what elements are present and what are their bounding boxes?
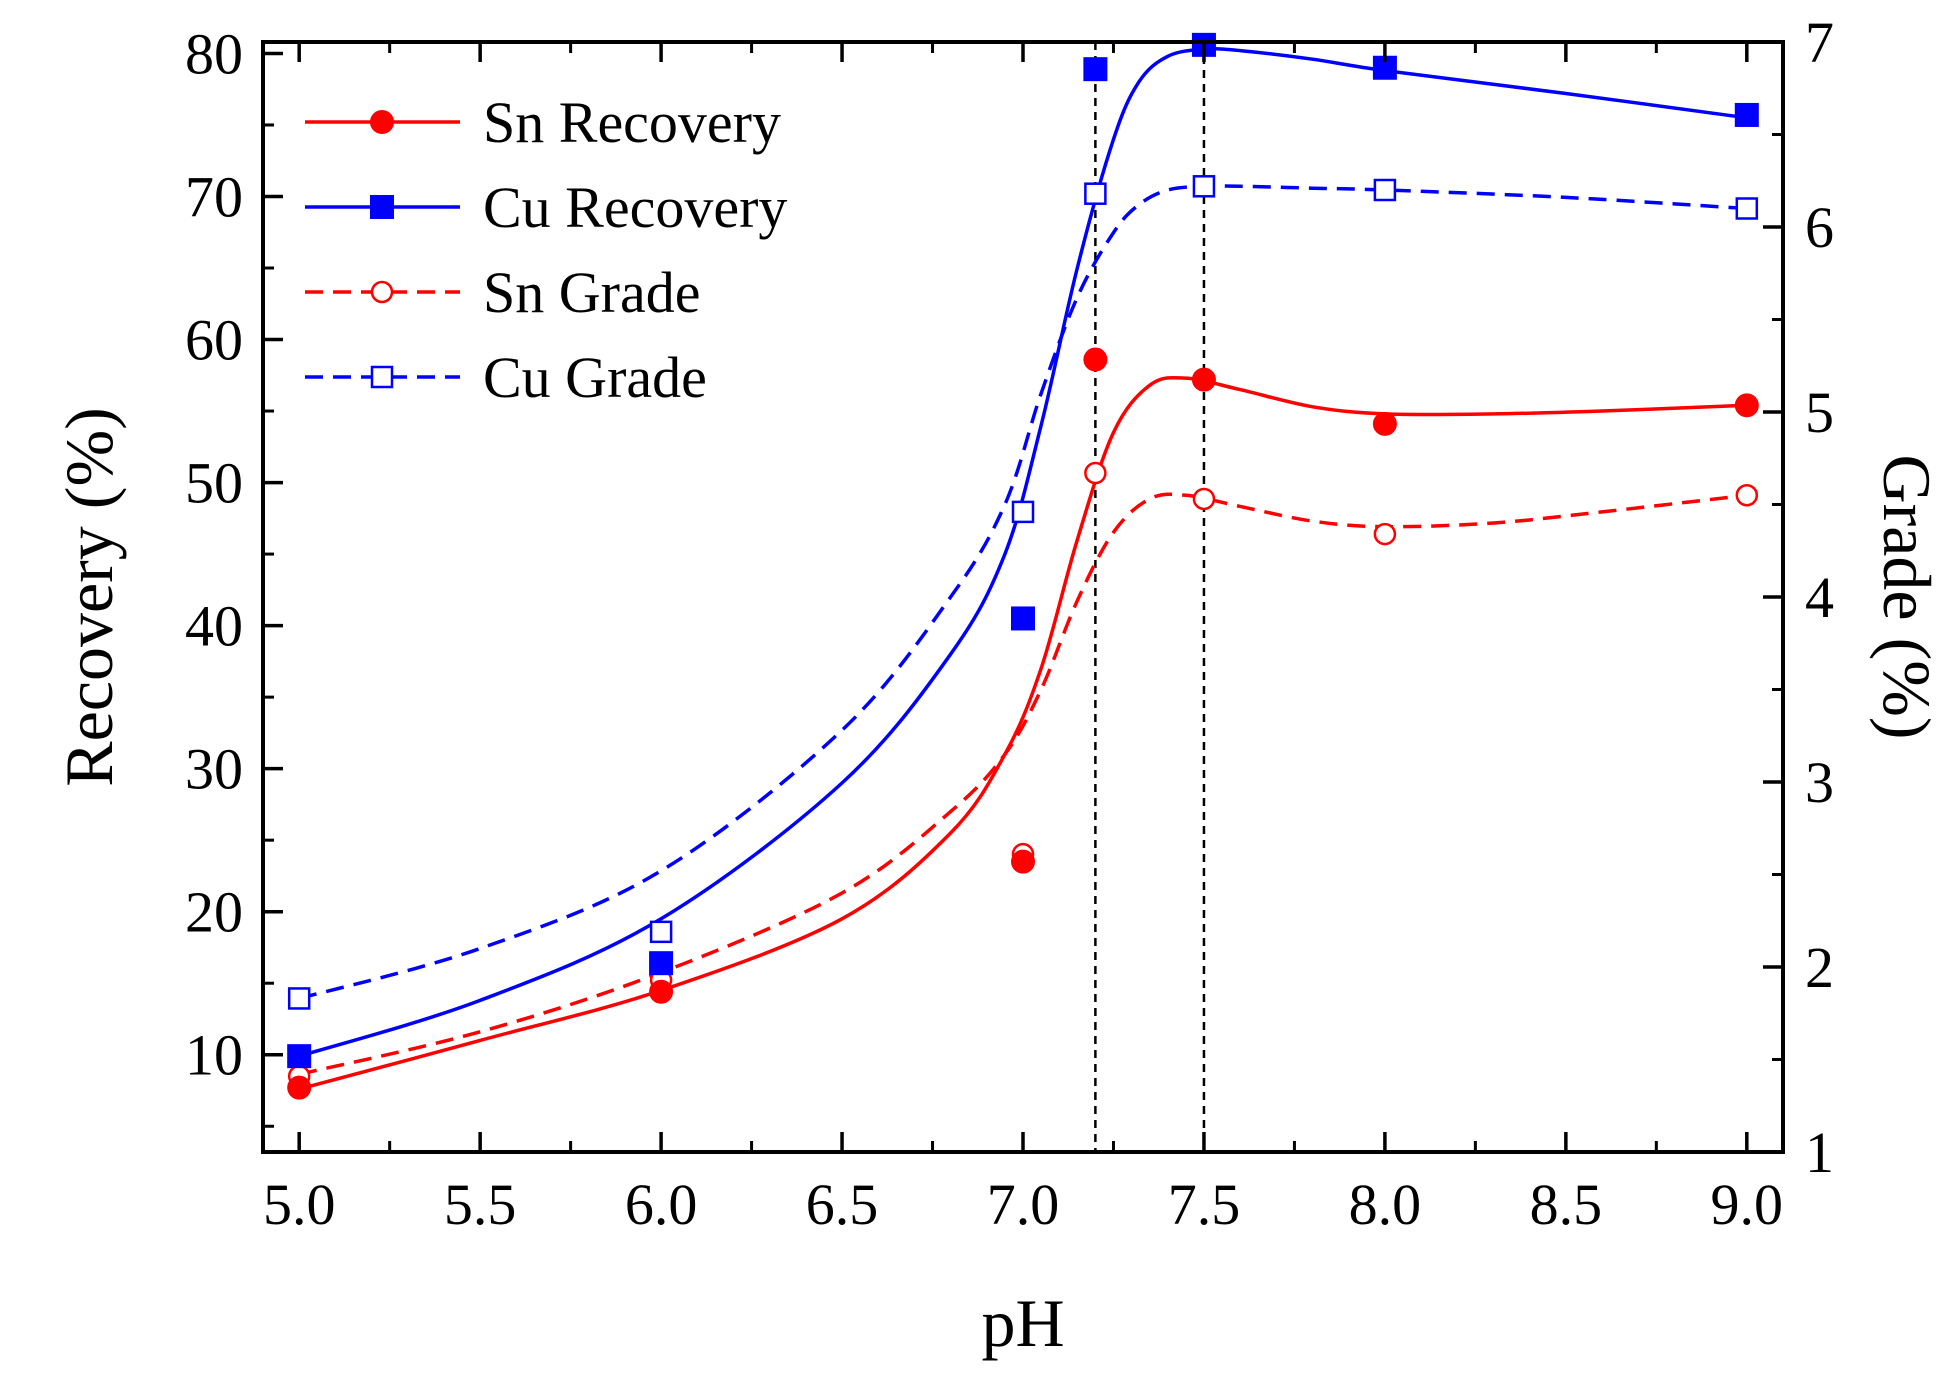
legend: Sn Recovery Cu Recovery Sn Grade Cu Grade xyxy=(305,90,787,410)
cu-recovery-point xyxy=(1011,606,1035,631)
reference-lines xyxy=(1094,42,1206,1152)
x-tick-label: 9.0 xyxy=(1711,1172,1784,1237)
y-axis-title: Recovery (%) xyxy=(51,407,127,786)
x-tick-label: 5.0 xyxy=(263,1172,336,1237)
legend-item-cu-recovery: Cu Recovery xyxy=(305,175,787,240)
sn-recovery-point xyxy=(1372,411,1397,436)
y2-tick-label: 6 xyxy=(1805,195,1834,260)
legend-label: Cu Recovery xyxy=(483,175,787,240)
y2-tick-label: 3 xyxy=(1805,750,1834,815)
cu-recovery-point xyxy=(287,1044,312,1069)
x-tick-label: 6.5 xyxy=(806,1172,879,1237)
y-tick-label: 30 xyxy=(185,737,243,802)
x-tick-label: 6.0 xyxy=(625,1172,698,1237)
y-tick-label: 80 xyxy=(185,21,243,86)
legend-label: Sn Grade xyxy=(483,260,700,325)
y2-axis-title: Grade (%) xyxy=(1869,454,1945,739)
sn-recovery-fit-line xyxy=(298,375,1747,1091)
legend-marker-cu-grade xyxy=(370,365,394,389)
x-tick-label: 7.0 xyxy=(987,1172,1060,1237)
data-markers xyxy=(287,32,1759,1100)
y-tick-label: 70 xyxy=(185,164,243,229)
y-tick-label: 20 xyxy=(185,880,243,945)
sn-recovery-point xyxy=(287,1075,312,1100)
sn-recovery-point xyxy=(1011,849,1035,874)
sn-grade-point xyxy=(1373,522,1397,546)
x-tick-label: 8.5 xyxy=(1530,1172,1603,1237)
sn-recovery-point xyxy=(649,979,674,1004)
cu-grade-point xyxy=(1373,178,1397,202)
sn-grade-fit-line xyxy=(298,492,1747,1077)
cu-grade-point xyxy=(287,987,311,1010)
y-tick-label: 40 xyxy=(185,594,243,659)
legend-item-sn-grade: Sn Grade xyxy=(305,260,700,325)
sn-recovery-point xyxy=(1191,367,1216,392)
y-tick-label: 10 xyxy=(185,1023,243,1088)
cu-recovery-point xyxy=(1734,102,1759,127)
legend-item-cu-grade: Cu Grade xyxy=(305,345,707,410)
cu-recovery-point xyxy=(1083,57,1108,82)
x-tick-label: 7.5 xyxy=(1168,1172,1241,1237)
sn-grade-point xyxy=(1192,487,1216,511)
sn-recovery-point xyxy=(1083,347,1108,372)
cu-grade-point xyxy=(1084,182,1107,205)
fit-curves xyxy=(298,47,1748,1091)
sn-recovery-point xyxy=(1734,393,1759,418)
legend-marker-sn-recovery xyxy=(370,110,394,134)
cu-grade-fit-line xyxy=(298,184,1747,1001)
y-tick-label: 60 xyxy=(185,308,243,373)
y2-tick-label: 1 xyxy=(1805,1120,1834,1185)
x-axis-title: pH xyxy=(981,1285,1064,1361)
legend-item-sn-recovery: Sn Recovery xyxy=(305,90,781,155)
cu-grade-point xyxy=(1192,175,1216,198)
y2-tick-label: 2 xyxy=(1805,935,1834,1000)
cu-recovery-point xyxy=(649,951,674,976)
cu-grade-point xyxy=(1735,197,1759,220)
axes: 5.0 5.5 6.0 6.5 7.0 7.5 8.0 8.5 9.0 10 20 30 40 50 60 7… xyxy=(51,10,1945,1361)
cu-recovery-fit-line xyxy=(298,47,1748,1058)
legend-label: Sn Recovery xyxy=(483,90,781,155)
y2-tick-label: 5 xyxy=(1805,380,1834,445)
legend-label: Cu Grade xyxy=(483,345,707,410)
legend-marker-sn-grade xyxy=(370,280,394,304)
cu-grade-point xyxy=(1011,500,1035,524)
sn-grade-point xyxy=(1735,484,1759,507)
sn-grade-point xyxy=(1084,461,1107,485)
y2-tick-label: 7 xyxy=(1805,10,1834,75)
x-tick-label: 8.0 xyxy=(1349,1172,1422,1237)
y2-tick-label: 4 xyxy=(1805,565,1834,630)
legend-marker-cu-recovery xyxy=(370,195,394,219)
x-tick-label: 5.5 xyxy=(444,1172,517,1237)
cu-grade-point xyxy=(649,920,673,944)
y-tick-label: 50 xyxy=(185,451,243,516)
